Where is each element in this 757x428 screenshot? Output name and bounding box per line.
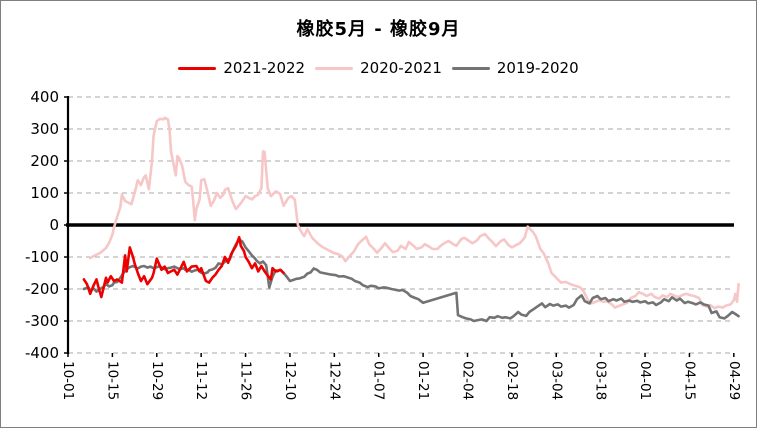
- legend: 2021-2022 2020-2021 2019-2020: [1, 59, 756, 77]
- legend-label-2021-2022: 2021-2022: [223, 59, 306, 77]
- x-tick-label: 02-18: [504, 361, 520, 400]
- legend-swatch-2021-2022-icon: [178, 66, 217, 70]
- x-tick-label: 03-04: [548, 361, 564, 400]
- y-tick-label: -300: [25, 312, 59, 330]
- x-tick-label: 11-26: [238, 361, 254, 400]
- series-line-2019-2020: [82, 238, 740, 323]
- x-tick-label: 04-29: [726, 361, 742, 400]
- x-tick-label: 01-07: [371, 361, 387, 400]
- legend-label-2019-2020: 2019-2020: [496, 59, 579, 77]
- x-tick-label: 04-15: [681, 361, 697, 400]
- y-tick-label: -100: [25, 248, 59, 266]
- y-tick-label: 200: [30, 152, 59, 170]
- x-tick-label: 01-21: [415, 361, 431, 400]
- x-tick-label: 12-24: [326, 361, 342, 400]
- series-line-2021-2022: [82, 235, 285, 299]
- page-title: 橡胶5月 - 橡胶9月: [296, 19, 461, 40]
- x-tick-label: 10-15: [104, 361, 120, 400]
- legend-item-2020-2021: 2020-2021: [315, 59, 442, 77]
- legend-swatch-2020-2021-icon: [315, 66, 354, 70]
- y-tick-label: 400: [30, 88, 59, 106]
- series-line-2020-2021: [88, 116, 740, 310]
- legend-label-2020-2021: 2020-2021: [360, 59, 442, 77]
- legend-item-2021-2022: 2021-2022: [178, 59, 305, 77]
- y-tick-label: 100: [30, 184, 59, 202]
- x-tick-label: 10-01: [60, 361, 76, 400]
- x-tick-label: 04-01: [637, 361, 653, 400]
- x-tick-label: 03-18: [593, 361, 609, 400]
- x-tick-label: 02-04: [459, 361, 475, 400]
- x-tick-label: 11-12: [193, 361, 209, 400]
- y-tick-label: -400: [25, 344, 59, 362]
- y-tick-label: 300: [30, 120, 59, 138]
- legend-swatch-2019-2020-icon: [451, 66, 490, 70]
- y-tick-label: -200: [25, 280, 59, 298]
- y-tick-label: 0: [49, 216, 59, 234]
- x-tick-label: 10-29: [149, 361, 165, 400]
- x-tick-label: 12-10: [282, 361, 298, 400]
- legend-item-2019-2020: 2019-2020: [451, 59, 579, 77]
